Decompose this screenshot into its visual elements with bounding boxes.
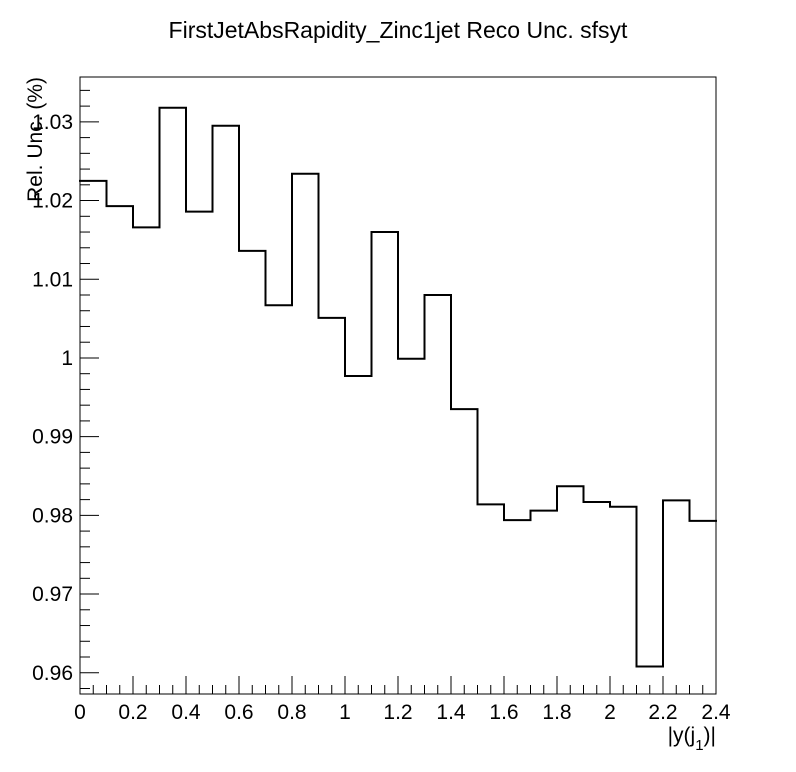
y-tick-label: 0.99 [32, 426, 73, 449]
histogram-bins [79, 106, 717, 668]
y-tick-label: 0.96 [32, 662, 73, 685]
y-axis-ticks [80, 89, 99, 689]
x-tick-label: 0.8 [277, 701, 306, 724]
x-tick-label: 1 [339, 701, 351, 724]
x-tick-label: 2.2 [648, 701, 677, 724]
x-tick-label: 1.6 [489, 701, 518, 724]
x-tick-label: 0.2 [118, 701, 147, 724]
x-tick-label: 0.6 [224, 701, 253, 724]
chart-title: FirstJetAbsRapidity_Zinc1jet Reco Unc. s… [169, 17, 628, 43]
y-axis-label: Rel. Unc. (%) [24, 77, 47, 202]
x-tick-label: 1.4 [436, 701, 466, 724]
x-axis-tick-labels: 0 0.2 0.4 0.6 0.8 1 1.2 1.4 1.6 1.8 2 2.2 2.4 [74, 701, 731, 724]
x-tick-label: 1.2 [383, 701, 412, 724]
y-tick-label: 1.02 [32, 190, 73, 213]
x-tick-label: 1.8 [542, 701, 571, 724]
y-tick-label: 0.98 [32, 504, 73, 527]
x-axis-ticks [79, 676, 717, 694]
x-tick-label: 2 [604, 701, 616, 724]
y-tick-label: 0.97 [32, 583, 73, 606]
y-tick-label: 1.01 [32, 268, 73, 291]
x-tick-label: 0 [74, 701, 86, 724]
y-tick-label: 1 [61, 347, 73, 370]
y-axis-tick-labels: 0.96 0.97 0.98 0.99 1 1.01 1.02 1.03 [32, 111, 73, 685]
x-tick-label: 0.4 [171, 701, 201, 724]
y-tick-label: 1.03 [32, 111, 73, 134]
x-axis-label: |y(j1)| [668, 724, 716, 754]
x-tick-label: 2.4 [701, 701, 731, 724]
plot-frame [79, 76, 717, 695]
